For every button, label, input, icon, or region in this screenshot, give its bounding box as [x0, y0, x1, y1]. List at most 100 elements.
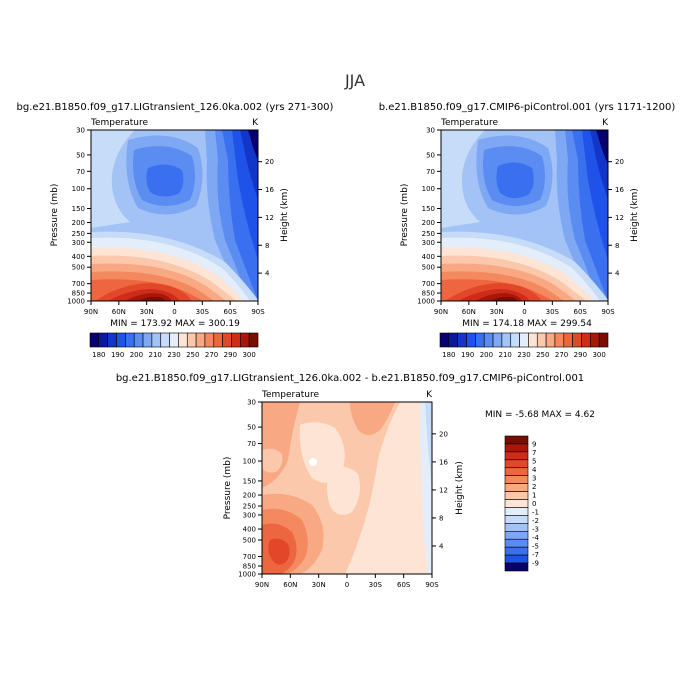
colorbar-swatch [448, 332, 458, 348]
colorbar-label: 290 [224, 351, 237, 359]
y-tick-label: 400 [72, 253, 85, 261]
x-tick-label: 90S [601, 308, 615, 316]
colorbar-swatch [89, 332, 100, 348]
colorbar-swatch [142, 332, 153, 348]
panel-subtitle: Temperature [440, 118, 498, 128]
colorbar-swatch [572, 332, 582, 348]
colorbar-swatch [504, 546, 529, 556]
colorbar-swatch [204, 332, 215, 348]
colorbar-label: -2 [532, 517, 539, 525]
colorbar-swatch [545, 332, 556, 348]
x-tick-label: 30N [140, 308, 154, 316]
colorbar-label: 5 [532, 457, 536, 465]
colorbar-label: -7 [532, 551, 539, 559]
x-tick-label: 0 [522, 308, 526, 316]
y-tick-label: 250 [422, 230, 435, 238]
colorbar-label: -4 [532, 534, 540, 542]
height-tick-label: 8 [265, 242, 269, 250]
x-tick-label: 60S [223, 308, 237, 316]
x-tick-label: 60S [397, 581, 411, 589]
y-tick-label: 30 [426, 127, 435, 135]
colorbar-swatch [598, 332, 609, 348]
colorbar-swatch [466, 332, 476, 348]
colorbar-swatch [563, 332, 573, 348]
colorbar-swatch [107, 332, 117, 348]
colorbar-swatch [213, 332, 223, 348]
colorbar-label: 290 [574, 351, 587, 359]
y-tick-label: 100 [422, 185, 435, 193]
x-tick-label: 30S [196, 308, 210, 316]
colorbar-swatch [504, 507, 529, 516]
x-tick-label: 30S [546, 308, 560, 316]
x-tick-label: 90S [251, 308, 265, 316]
y-tick-label: 500 [243, 537, 256, 545]
colorbar-label: -9 [532, 560, 539, 568]
y-tick-label: 150 [243, 477, 256, 485]
colorbar-label: 3 [532, 474, 536, 482]
height-tick-label: 12 [265, 214, 274, 222]
colorbar-swatch [504, 562, 529, 572]
colorbar-swatch [504, 554, 529, 564]
height-tick-label: 20 [439, 430, 448, 438]
x-axis: 90N 60N 30N 0 30S 60S 90S [84, 301, 265, 316]
y-axis-label: Pressure (mb) [223, 457, 233, 520]
colorbar-label: 180 [442, 351, 455, 359]
colorbar-swatch [457, 332, 467, 348]
y-axis-label: Pressure (mb) [50, 184, 60, 247]
y-tick-label: 70 [247, 440, 256, 448]
y-tick-label: 300 [72, 239, 85, 247]
height-axis-label: Height (km) [630, 188, 640, 242]
colorbar-swatch [528, 332, 538, 348]
y-axis-label: Pressure (mb) [400, 184, 410, 247]
colorbar-swatch [504, 538, 529, 548]
y-tick-label: 400 [243, 526, 256, 534]
x-tick-label: 60S [573, 308, 587, 316]
stats-label: MIN = 174.18 MAX = 299.54 [462, 319, 592, 329]
y-tick-label: 50 [426, 151, 435, 159]
height-tick-label: 16 [439, 458, 448, 466]
colorbar-swatch [240, 332, 250, 348]
y-tick-label: 200 [243, 492, 256, 500]
height-tick-label: 20 [615, 158, 624, 166]
height-tick-label: 20 [265, 158, 274, 166]
colorbar-label: 300 [242, 351, 255, 359]
panel-subtitle: Temperature [90, 118, 148, 128]
colorbar-swatch [504, 475, 529, 484]
y-tick-label: 100 [243, 458, 256, 466]
y-tick-label: 850 [422, 290, 435, 298]
difference-field [262, 402, 432, 574]
y-tick-label: 50 [76, 151, 85, 159]
x-tick-label: 30S [369, 581, 383, 589]
x-tick-label: 60N [462, 308, 476, 316]
height-axis: 20 16 12 8 4 [258, 158, 274, 278]
colorbar-swatch [248, 332, 259, 348]
x-axis: 90N 60N 30N 0 30S 60S 90S [255, 574, 439, 589]
colorbar-swatch [536, 332, 547, 348]
colorbar-label: 250 [186, 351, 199, 359]
colorbar-swatch [501, 332, 512, 348]
colorbar-label: 0 [532, 500, 536, 508]
panel-case: bg.e21.B1850.f09_g17.LIGtransient_126.0k… [17, 102, 334, 359]
y-tick-label: 700 [72, 280, 85, 288]
colorbar-label: 210 [149, 351, 162, 359]
colorbar-swatch [554, 332, 565, 348]
colorbar-swatch [169, 332, 179, 348]
colorbar-swatch [504, 451, 529, 461]
y-tick-label: 70 [426, 168, 435, 176]
colorbar-label: 270 [555, 351, 568, 359]
y-tick-label: 150 [72, 205, 85, 213]
height-tick-label: 4 [265, 270, 270, 278]
colorbar-swatch [504, 491, 529, 500]
colorbar-swatch [439, 332, 450, 348]
colorbar-temperature: 180 190 200 210 230 250 270 290 300 [439, 332, 609, 359]
panel-control: b.e21.B1850.f09_g17.CMIP6-piControl.001 … [379, 102, 676, 359]
colorbar-swatch [504, 467, 529, 477]
colorbar-swatch [475, 332, 485, 348]
height-tick-label: 12 [439, 486, 448, 494]
colorbar-label: 9 [532, 440, 536, 448]
y-tick-label: 50 [247, 424, 256, 432]
height-tick-label: 16 [615, 186, 624, 194]
panel-title: bg.e21.B1850.f09_g17.LIGtransient_126.0k… [17, 102, 334, 113]
